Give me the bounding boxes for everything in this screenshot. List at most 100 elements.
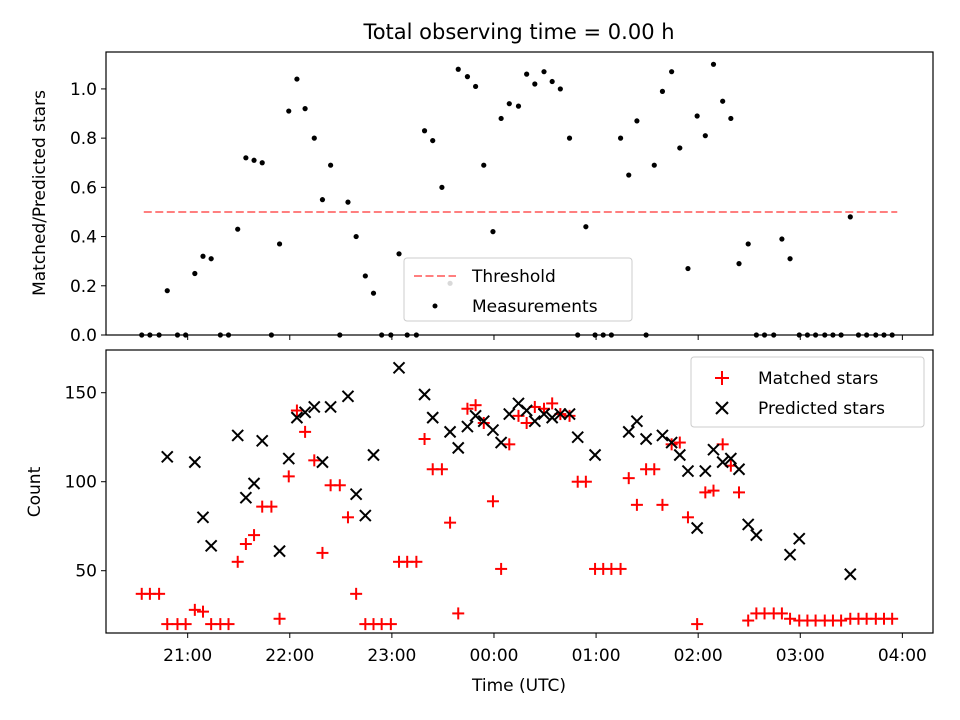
measurement-point [626,172,632,178]
matched-point [520,416,533,429]
predicted-point [443,425,457,439]
measurement-point [276,241,283,247]
predicted-point [341,390,355,403]
predicted-point [486,423,500,437]
chart-title: Total observing time = 0.00 h [362,20,674,44]
predicted-point [461,420,474,433]
measurement-point [430,137,436,144]
predicted-point [290,411,304,424]
ratio-marks [139,61,898,338]
matched-point [691,618,704,631]
matched-legend-swatch [715,371,729,385]
ratio-y-tick-label: 0.2 [70,277,97,297]
matched-point [299,425,312,438]
measurement-point [481,162,487,168]
count-x-tick-label: 03:00 [776,646,825,666]
predicted-point [231,429,244,442]
count-x-tick-label: 04:00 [878,646,927,666]
predicted-point [298,406,312,419]
measurement-point [651,162,657,168]
predicted-point [681,464,695,478]
measurement-point [498,115,504,122]
measurements-legend-swatch [432,303,438,309]
measurement-point [328,162,334,168]
count-y-tick-label: 150 [65,384,97,404]
count-marks [135,361,899,631]
predicted-point [639,432,653,446]
ratio-x-ticks [187,335,903,340]
measurement-point [710,61,717,67]
measurement-point [353,233,359,240]
measurement-point [259,160,265,166]
measurement-point [617,135,624,141]
predicted-point [588,448,602,462]
matched-point [579,475,592,488]
matched-point [418,432,431,445]
measurement-point [532,81,538,87]
matched-point [742,614,755,627]
measurement-point [208,256,214,262]
measurement-point [549,78,555,85]
predicted-point [699,464,712,478]
predicted-point [724,452,738,465]
matched-point [784,612,797,625]
count-legend: Matched stars Predicted stars [690,356,925,428]
predicted-point [716,455,729,469]
matched-point [435,463,448,476]
matched-point [161,618,174,631]
measurement-point [745,241,751,247]
matched-point [546,397,559,410]
ratio-axes-frame [105,51,934,336]
ratio-y-tick-label: 0.0 [70,326,97,346]
measurement-point [370,290,377,296]
ratio-y-tick-label: 0.8 [70,129,97,149]
measurement-point [659,88,666,94]
measurement-point [694,113,700,119]
matched-point [282,470,295,483]
predicted-point [188,455,202,469]
measurement-point [439,184,445,190]
matched-point [444,516,457,529]
predicted-point [563,407,576,421]
measurement-point [677,145,683,151]
matched-point [707,484,720,497]
matched-point [469,399,482,412]
measurement-point [583,224,589,230]
measurement-point [787,256,793,262]
ratio-y-tick-label: 0.4 [70,228,97,248]
matched-point [477,416,490,429]
measurement-point [779,236,785,242]
measurement-point [728,115,734,122]
predicted-legend-label: Predicted stars [758,399,885,419]
count-y-tick-label: 100 [65,473,97,493]
measurements-legend-label: Measurements [472,297,598,317]
measurement-point [302,106,308,112]
measurement-point [421,128,428,134]
predicted-legend-swatch [715,401,729,415]
ratio-y-tick-label: 0.6 [70,178,97,198]
predicted-point [359,509,372,522]
predicted-point [690,521,704,535]
predicted-point [316,455,329,469]
count-x-tick-label: 21:00 [163,646,212,666]
predicted-point [750,528,763,542]
measurement-point [720,98,726,104]
predicted-point [161,450,174,463]
matched-point [188,603,201,616]
matched-point [410,555,423,568]
matched-point [153,587,166,600]
count-x-ticks: 21:00 22:00 23:00 00:00 01:00 02:00 03:00 04:00 [163,633,927,666]
predicted-point [426,411,439,424]
matched-point [384,618,397,631]
count-y-ticks: 50 100 150 [65,384,106,582]
measurement-point [490,229,496,235]
predicted-point [665,436,678,449]
matched-point [835,614,848,627]
matched-point [231,555,244,568]
matched-point [733,486,746,499]
measurement-point [286,108,292,114]
predicted-point [196,511,210,524]
count-legend-box [690,356,925,428]
measurement-point [192,270,198,277]
